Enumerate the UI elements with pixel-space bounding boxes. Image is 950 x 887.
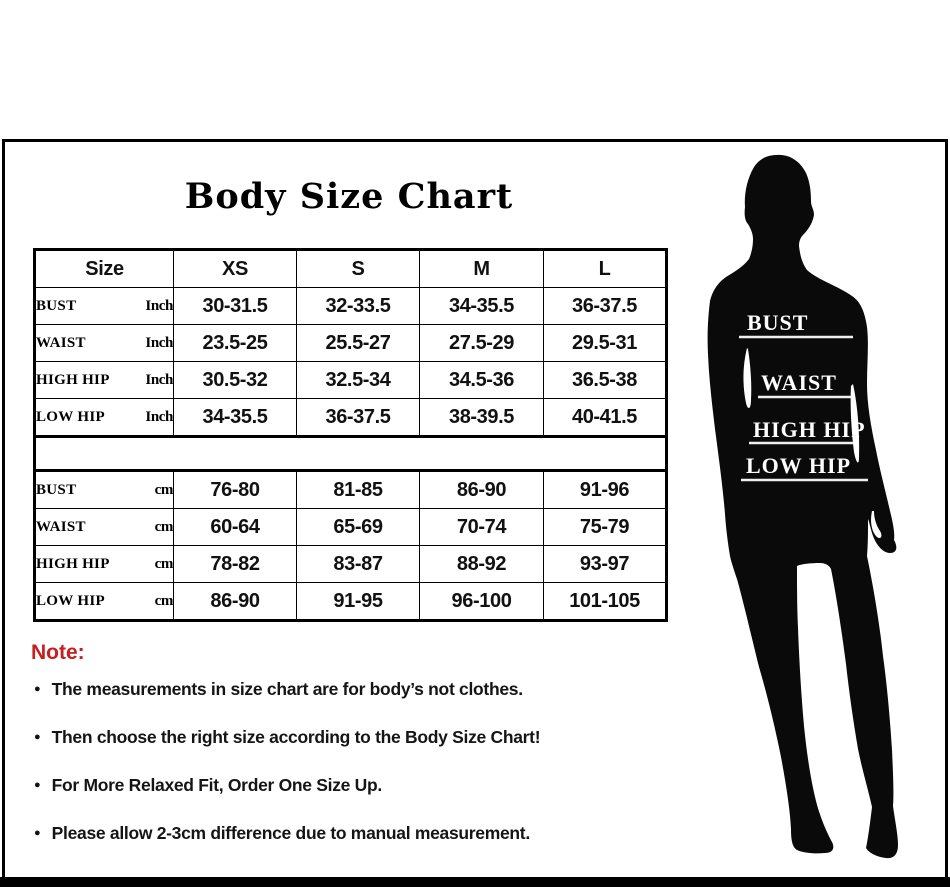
row-label: HIGH HIP [36, 371, 110, 388]
row-unit: cm [154, 555, 174, 572]
value-cell: 36.5-38 [543, 361, 667, 399]
row-waist-inch: WAIST Inch 23.5-25 25.5-27 27.5-29 29.5-… [34, 324, 667, 362]
size-col-l: L [543, 249, 667, 288]
note-item: ● The measurements in size chart are for… [31, 679, 671, 699]
row-unit: cm [154, 518, 174, 535]
row-lowhip-cm: LOW HIP cm 86-90 91-95 96-100 101-105 [34, 582, 667, 621]
silhouette-body [707, 154, 898, 859]
row-label: LOW HIP [36, 408, 105, 425]
note-text: The measurements in size chart are for b… [51, 679, 523, 699]
row-unit: Inch [145, 371, 173, 388]
value-cell: 29.5-31 [543, 324, 667, 362]
row-unit: cm [154, 592, 174, 609]
figure-label-waist: WAIST [761, 370, 837, 395]
value-cell: 88-92 [419, 545, 544, 583]
table-header-row: Size XS S M L [34, 249, 667, 288]
page-title: Body Size Chart [184, 176, 514, 217]
note-text: For More Relaxed Fit, Order One Size Up. [51, 775, 383, 795]
value-cell: 36-37.5 [543, 287, 667, 325]
value-cell: 78-82 [173, 545, 297, 583]
frame-left-border [2, 139, 5, 887]
value-cell: 32-33.5 [296, 287, 420, 325]
size-header-cell: Size [34, 249, 174, 288]
size-col-m: M [419, 249, 544, 288]
value-cell: 32.5-34 [296, 361, 420, 399]
value-cell: 86-90 [173, 582, 297, 621]
value-cell: 91-95 [296, 582, 420, 621]
figure-label-lowhip: LOW HIP [746, 453, 851, 478]
value-cell: 60-64 [173, 508, 297, 546]
row-bust-cm: BUST cm 76-80 81-85 86-90 91-96 [34, 470, 667, 509]
value-cell: 34.5-36 [419, 361, 544, 399]
value-cell: 86-90 [419, 470, 544, 509]
value-cell: 101-105 [543, 582, 667, 621]
row-label: WAIST [36, 334, 86, 351]
size-chart-table: Size XS S M L BUST Inch 30-31.5 32-33.5 … [33, 248, 668, 622]
row-label: HIGH HIP [36, 555, 110, 572]
note-item: ● Please allow 2-3cm difference due to m… [31, 823, 671, 843]
body-silhouette-figure: BUST WAIST HIGH HIP LOW HIP [707, 154, 898, 859]
value-cell: 38-39.5 [419, 398, 544, 437]
right-arm-gap-highlight [850, 384, 860, 463]
row-label: BUST [36, 297, 77, 314]
value-cell: 83-87 [296, 545, 420, 583]
value-cell: 75-79 [543, 508, 667, 546]
right-hand-gap-highlight [871, 511, 882, 539]
frame-right-border [945, 139, 948, 887]
note-item: ● For More Relaxed Fit, Order One Size U… [31, 775, 671, 795]
row-label: BUST [36, 481, 77, 498]
row-unit: cm [154, 481, 174, 498]
value-cell: 25.5-27 [296, 324, 420, 362]
notes-section: Note: ● The measurements in size chart a… [31, 641, 671, 871]
value-cell: 76-80 [173, 470, 297, 509]
bullet-icon: ● [34, 827, 41, 839]
value-cell: 27.5-29 [419, 324, 544, 362]
row-label: WAIST [36, 518, 86, 535]
value-cell: 93-97 [543, 545, 667, 583]
row-lowhip-inch: LOW HIP Inch 34-35.5 36-37.5 38-39.5 40-… [34, 398, 667, 437]
bullet-icon: ● [34, 731, 41, 743]
size-col-xs: XS [173, 249, 297, 288]
value-cell: 36-37.5 [296, 398, 420, 437]
frame-top-border [2, 139, 948, 142]
size-col-s: S [296, 249, 420, 288]
frame-bottom-bar [0, 877, 950, 887]
row-highhip-cm: HIGH HIP cm 78-82 83-87 88-92 93-97 [34, 545, 667, 583]
value-cell: 40-41.5 [543, 398, 667, 437]
left-arm-gap-highlight [743, 348, 752, 409]
row-unit: Inch [145, 297, 173, 314]
value-cell: 81-85 [296, 470, 420, 509]
value-cell: 70-74 [419, 508, 544, 546]
row-bust-inch: BUST Inch 30-31.5 32-33.5 34-35.5 36-37.… [34, 287, 667, 325]
table-spacer-row [34, 435, 667, 472]
bullet-icon: ● [34, 683, 41, 695]
value-cell: 30-31.5 [173, 287, 297, 325]
value-cell: 30.5-32 [173, 361, 297, 399]
figure-label-highhip: HIGH HIP [753, 417, 866, 442]
row-label: LOW HIP [36, 592, 105, 609]
note-item: ● Then choose the right size according t… [31, 727, 671, 747]
value-cell: 23.5-25 [173, 324, 297, 362]
row-unit: Inch [145, 408, 173, 425]
note-text: Please allow 2-3cm difference due to man… [51, 823, 531, 843]
value-cell: 34-35.5 [419, 287, 544, 325]
value-cell: 34-35.5 [173, 398, 297, 437]
figure-label-bust: BUST [747, 310, 808, 335]
note-heading: Note: [31, 641, 85, 664]
note-text: Then choose the right size according to … [51, 727, 541, 747]
row-unit: Inch [145, 334, 173, 351]
row-waist-cm: WAIST cm 60-64 65-69 70-74 75-79 [34, 508, 667, 546]
row-highhip-inch: HIGH HIP Inch 30.5-32 32.5-34 34.5-36 36… [34, 361, 667, 399]
value-cell: 91-96 [543, 470, 667, 509]
value-cell: 65-69 [296, 508, 420, 546]
value-cell: 96-100 [419, 582, 544, 621]
bullet-icon: ● [34, 779, 41, 791]
